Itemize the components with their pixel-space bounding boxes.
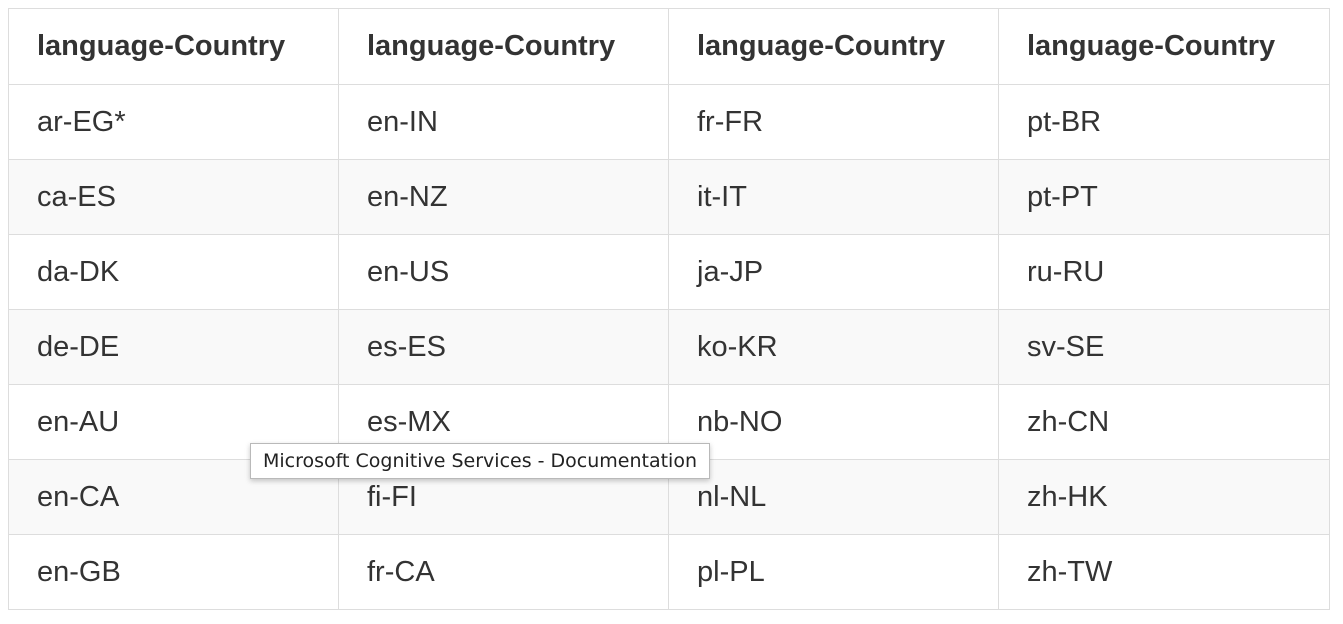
table-cell: ca-ES xyxy=(8,159,339,235)
column-header: language-Country xyxy=(998,8,1330,85)
table-cell: en-US xyxy=(338,234,669,310)
table-row: da-DK en-US ja-JP ru-RU xyxy=(8,234,1330,310)
table-cell: en-CA xyxy=(8,459,339,535)
table-cell: nl-NL xyxy=(668,459,999,535)
table-row: ar-EG* en-IN fr-FR pt-BR xyxy=(8,84,1330,160)
table-cell: en-GB xyxy=(8,534,339,610)
table-cell: es-ES xyxy=(338,309,669,385)
table-header: language-Country language-Country langua… xyxy=(8,8,1330,85)
language-country-table: language-Country language-Country langua… xyxy=(8,8,1330,610)
table-cell: ru-RU xyxy=(998,234,1330,310)
header-row: language-Country language-Country langua… xyxy=(8,8,1330,85)
table-cell: zh-HK xyxy=(998,459,1330,535)
tooltip: Microsoft Cognitive Services - Documenta… xyxy=(250,443,711,479)
table-cell: ar-EG* xyxy=(8,84,339,160)
table-body: ar-EG* en-IN fr-FR pt-BR ca-ES en-NZ it-… xyxy=(8,84,1330,610)
table-cell: ja-JP xyxy=(668,234,999,310)
table-cell: it-IT xyxy=(668,159,999,235)
table-row: en-GB fr-CA pl-PL zh-TW xyxy=(8,534,1330,610)
table-cell: zh-CN xyxy=(998,384,1330,460)
table-row: ca-ES en-NZ it-IT pt-PT xyxy=(8,159,1330,235)
table-cell: ko-KR xyxy=(668,309,999,385)
table-cell: en-IN xyxy=(338,84,669,160)
column-header: language-Country xyxy=(668,8,999,85)
table-cell: de-DE xyxy=(8,309,339,385)
column-header: language-Country xyxy=(338,8,669,85)
table-cell: fr-CA xyxy=(338,534,669,610)
column-header: language-Country xyxy=(8,8,339,85)
table-cell: sv-SE xyxy=(998,309,1330,385)
table-cell: zh-TW xyxy=(998,534,1330,610)
table-cell: fr-FR xyxy=(668,84,999,160)
table-cell: en-NZ xyxy=(338,159,669,235)
table-cell: da-DK xyxy=(8,234,339,310)
table-cell: nb-NO xyxy=(668,384,999,460)
table-cell: pl-PL xyxy=(668,534,999,610)
table-row: de-DE es-ES ko-KR sv-SE xyxy=(8,309,1330,385)
table-cell: pt-PT xyxy=(998,159,1330,235)
table-cell: pt-BR xyxy=(998,84,1330,160)
